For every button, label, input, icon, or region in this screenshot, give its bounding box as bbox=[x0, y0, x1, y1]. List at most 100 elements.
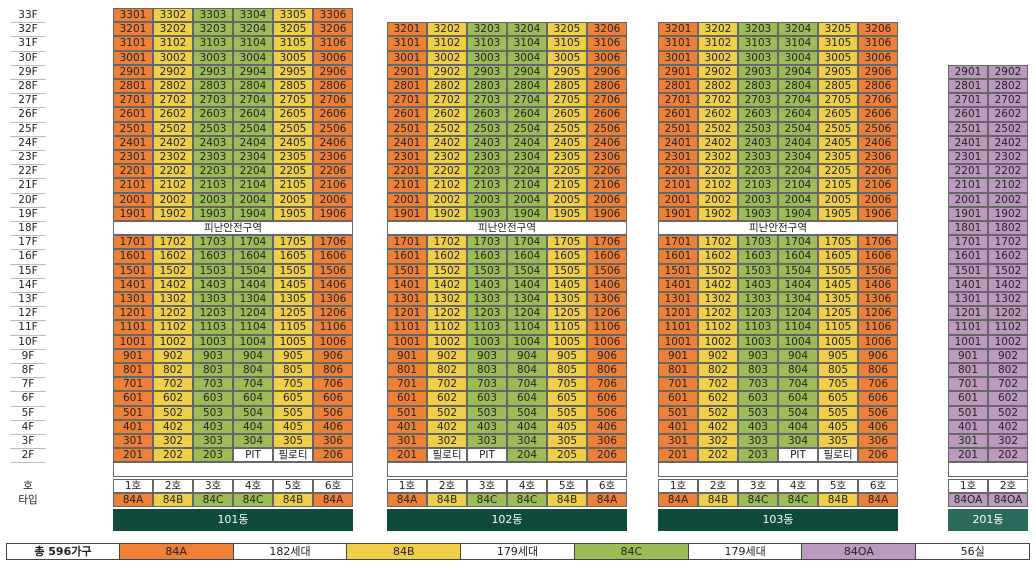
unit-cell: 306 bbox=[587, 434, 627, 449]
unit-cell: 201 bbox=[658, 448, 698, 463]
unit-cell: 2901 bbox=[113, 64, 153, 79]
unit-cell: 604 bbox=[233, 391, 273, 406]
ho-cell: 4호 bbox=[778, 478, 818, 493]
unit-cell: 3204 bbox=[233, 22, 273, 37]
unit-cell: 3004 bbox=[778, 50, 818, 65]
unit-cell: 402 bbox=[427, 419, 467, 434]
unit-cell: 204 bbox=[507, 448, 547, 463]
unit-cell: 2904 bbox=[507, 64, 547, 79]
unit-cell: 2301 bbox=[113, 150, 153, 165]
unit-cell: 2001 bbox=[113, 192, 153, 207]
unit-cell: 902 bbox=[427, 348, 467, 363]
unit-cell: 203 bbox=[193, 448, 233, 463]
unit-cell: 1302 bbox=[427, 292, 467, 307]
unit-cell: 2705 bbox=[818, 93, 858, 108]
unit-cell: 3206 bbox=[313, 22, 353, 37]
legend-type-84c: 84C bbox=[574, 544, 689, 559]
unit-cell: 1603 bbox=[193, 249, 233, 264]
unit-cell: 2403 bbox=[193, 135, 233, 150]
unit-cell: 3001 bbox=[387, 50, 427, 65]
unit-cell: 701 bbox=[948, 377, 988, 392]
unit-cell: 2705 bbox=[273, 93, 313, 108]
unit-cell: 2403 bbox=[467, 135, 507, 150]
unit-cell: 2804 bbox=[233, 79, 273, 94]
unit-cell: 1505 bbox=[818, 263, 858, 278]
unit-cell: 2706 bbox=[587, 93, 627, 108]
floor-label: 12F bbox=[18, 307, 38, 320]
unit-cell: 2905 bbox=[273, 64, 313, 79]
type-cell: 84OA bbox=[948, 492, 988, 507]
unit-cell: 1402 bbox=[988, 277, 1028, 292]
unit-cell: 405 bbox=[547, 419, 587, 434]
unit-cell: 1306 bbox=[858, 292, 898, 307]
floor-label: 2F bbox=[21, 449, 35, 462]
unit-cell: 2104 bbox=[507, 178, 547, 193]
unit-cell: 2606 bbox=[858, 107, 898, 122]
unit-cell: 2501 bbox=[658, 121, 698, 136]
unit-cell: 3001 bbox=[658, 50, 698, 65]
unit-cell: 2401 bbox=[387, 135, 427, 150]
unit-cell: 필로티 bbox=[818, 448, 858, 463]
unit-cell: 1706 bbox=[313, 235, 353, 250]
unit-cell: 2703 bbox=[193, 93, 233, 108]
unit-cell: 2903 bbox=[467, 64, 507, 79]
floor-label: 27F bbox=[18, 94, 38, 107]
unit-cell: 401 bbox=[948, 419, 988, 434]
unit-cell: 3106 bbox=[587, 36, 627, 51]
floor-label: 15F bbox=[18, 264, 38, 277]
building-name: 201동 bbox=[948, 509, 1028, 531]
unit-cell: 804 bbox=[778, 363, 818, 378]
building-name: 103동 bbox=[658, 509, 898, 531]
unit-cell: 2206 bbox=[313, 164, 353, 179]
unit-cell: 2402 bbox=[698, 135, 738, 150]
floor-divider bbox=[10, 462, 46, 464]
unit-cell: 2606 bbox=[313, 107, 353, 122]
floor-label: 14F bbox=[18, 278, 38, 291]
unit-cell: 1601 bbox=[948, 249, 988, 264]
blank-row bbox=[113, 462, 353, 477]
unit-cell: 2102 bbox=[427, 178, 467, 193]
type-cell: 84B bbox=[698, 492, 738, 507]
unit-cell: 2101 bbox=[658, 178, 698, 193]
unit-cell: 2804 bbox=[507, 79, 547, 94]
unit-cell: 502 bbox=[427, 405, 467, 420]
unit-cell: 1604 bbox=[778, 249, 818, 264]
unit-cell: 2305 bbox=[547, 150, 587, 165]
unit-cell: 2801 bbox=[113, 79, 153, 94]
unit-cell: 2902 bbox=[698, 64, 738, 79]
unit-cell: 802 bbox=[153, 363, 193, 378]
unit-cell: 2102 bbox=[153, 178, 193, 193]
unit-cell: 702 bbox=[153, 377, 193, 392]
unit-cell: 501 bbox=[387, 405, 427, 420]
unit-cell: 2502 bbox=[988, 121, 1028, 136]
unit-cell: 2804 bbox=[778, 79, 818, 94]
unit-cell: 3204 bbox=[507, 22, 547, 37]
unit-cell: 2402 bbox=[427, 135, 467, 150]
unit-cell: 1402 bbox=[153, 277, 193, 292]
unit-cell: 1903 bbox=[193, 206, 233, 221]
unit-cell: 1101 bbox=[387, 320, 427, 335]
unit-cell: 1506 bbox=[313, 263, 353, 278]
unit-cell: 3004 bbox=[507, 50, 547, 65]
unit-cell: 3201 bbox=[387, 22, 427, 37]
type-cell: 84B bbox=[153, 492, 193, 507]
floor-label: 7F bbox=[21, 378, 35, 391]
unit-cell: 3105 bbox=[547, 36, 587, 51]
unit-cell: 503 bbox=[738, 405, 778, 420]
shelter-zone: 피난안전구역 bbox=[658, 221, 898, 236]
unit-cell: 필로티 bbox=[273, 448, 313, 463]
type-cell: 84B bbox=[273, 492, 313, 507]
unit-cell: 1106 bbox=[858, 320, 898, 335]
unit-cell: 601 bbox=[658, 391, 698, 406]
unit-cell: 805 bbox=[818, 363, 858, 378]
unit-cell: 903 bbox=[193, 348, 233, 363]
unit-cell: 2304 bbox=[778, 150, 818, 165]
unit-cell: 2103 bbox=[193, 178, 233, 193]
shelter-zone: 피난안전구역 bbox=[113, 221, 353, 236]
unit-cell: 3203 bbox=[467, 22, 507, 37]
unit-cell: 1001 bbox=[387, 334, 427, 349]
unit-cell: 1502 bbox=[698, 263, 738, 278]
ho-cell: 2호 bbox=[988, 478, 1028, 493]
unit-cell: 1301 bbox=[948, 292, 988, 307]
unit-cell: 2205 bbox=[818, 164, 858, 179]
